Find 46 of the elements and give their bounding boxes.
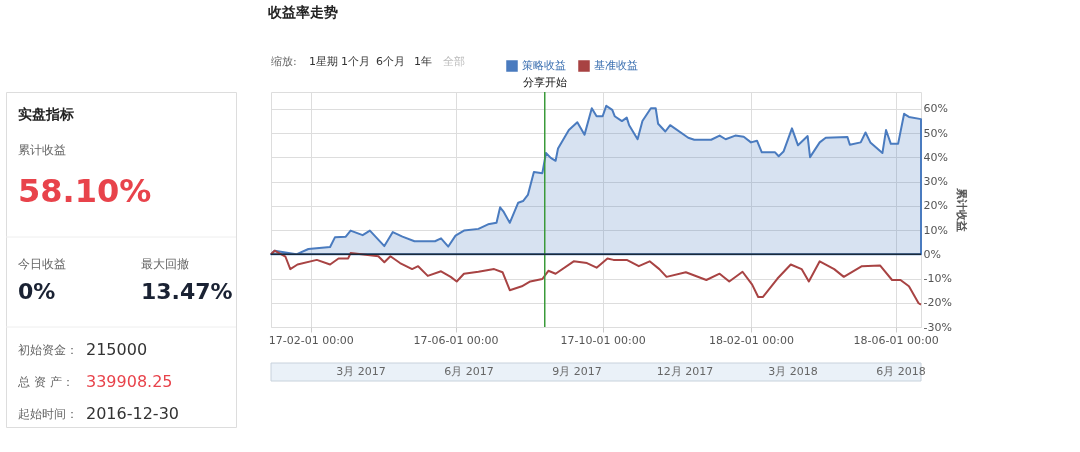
text: 0% (18, 279, 56, 304)
text: 最大回撤 (141, 257, 189, 271)
x-tick-label: 17-02-01 00:00 (268, 333, 354, 347)
text: 1星期 (309, 55, 338, 68)
text: 初始资金： (18, 343, 78, 357)
y-tick-label: 20% (923, 199, 948, 213)
text: 全部 (443, 55, 465, 68)
y-tick-label: 60% (923, 102, 948, 116)
text: 215000 (86, 340, 148, 359)
text: 3月 2018 (768, 365, 818, 378)
text: 6月 2018 (876, 365, 926, 378)
text: 12月 2017 (656, 365, 714, 378)
legend-label: 基准收益 (594, 59, 638, 72)
text: 339908.25 (86, 372, 173, 391)
text: 1年 (414, 55, 432, 68)
text: 6个月 (376, 55, 405, 68)
y-tick-label: 30% (923, 175, 948, 189)
legend-label: 策略收益 (522, 59, 566, 72)
text: 今日收益 (18, 257, 66, 271)
x-tick-label: 17-10-01 00:00 (560, 333, 646, 347)
text: 2016-12-30 (86, 404, 179, 423)
text: 3月 2017 (336, 365, 386, 378)
x-tick-label: 18-02-01 00:00 (708, 333, 795, 347)
y-tick-label: -30% (923, 320, 952, 334)
text: 1个月 (341, 55, 370, 68)
text: 缩放: (271, 55, 297, 68)
text: 13.47% (141, 279, 233, 304)
y-tick-label: 50% (923, 126, 948, 140)
text: 58.10% (18, 172, 152, 210)
chart-title: 收益率走势 (268, 4, 339, 20)
text: 起始时间： (18, 407, 78, 421)
x-tick-label: 18-06-01 00:00 (853, 333, 939, 347)
line-series (270, 249, 922, 306)
y-tick-label: 40% (923, 150, 948, 164)
text: 9月 2017 (552, 365, 602, 378)
text: 累计收益 (18, 143, 66, 157)
y-axis-title: 累计收益 (954, 187, 968, 232)
text: 总 资 产： (17, 375, 74, 389)
y-tick-label: 0% (923, 247, 941, 261)
ref-line-label: 分享开始 (522, 76, 567, 89)
y-tick-label: -20% (923, 296, 952, 310)
x-tick-label: 17-06-01 00:00 (413, 333, 499, 347)
y-tick-label: -10% (923, 272, 952, 286)
y-tick-label: 10% (923, 223, 948, 237)
text: 6月 2017 (444, 365, 494, 378)
text: 实盘指标 (17, 106, 74, 122)
